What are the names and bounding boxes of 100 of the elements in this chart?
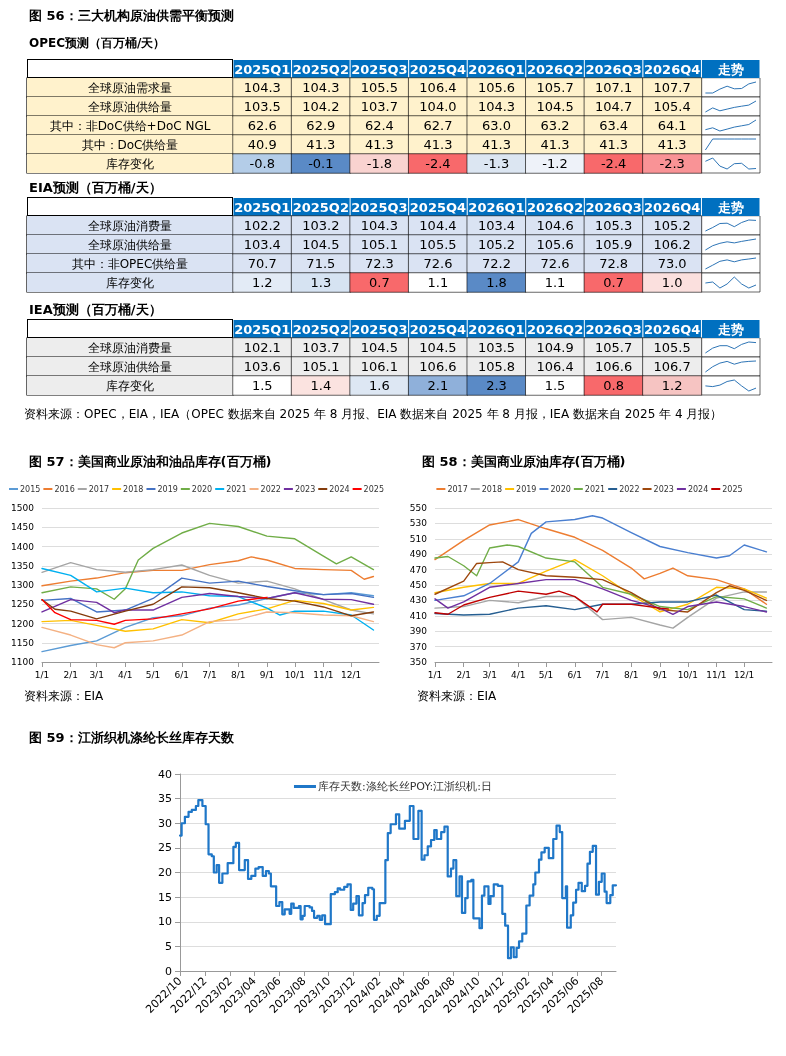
data-label: 71.5 [306,256,336,271]
x-tick-label: 8/1 [624,669,639,680]
line-series [434,578,768,615]
x-tick-label: 2026Q4 [644,321,701,337]
data-label: 0.7 [369,275,390,290]
data-label: 72.8 [599,256,629,271]
x-tick-label: 2025Q2 [292,199,349,215]
text: IEA预测（百万桶/天） [29,302,162,317]
data-label: 41.3 [657,137,687,152]
legend-label: 2017 [88,484,110,494]
y-tick-label: 库存变化 [106,156,154,171]
y-tick-label: 450 [409,580,428,590]
x-tick-label: 走势 [716,321,744,337]
x-tick-label: 2026Q1 [468,61,525,77]
data-label: 105.5 [419,237,457,252]
y-tick-label: 510 [409,533,428,544]
line-series [41,556,375,587]
legend-label: 2021 [584,484,606,494]
data-label: 105.3 [595,218,633,233]
data-label: 102.2 [243,218,281,233]
y-tick-label: 1500 [11,503,35,513]
x-tick-label: 2026Q4 [644,199,701,215]
data-label: 106.6 [419,359,457,374]
line-series [434,594,768,616]
data-label: 40.9 [247,137,277,152]
x-tick-label: 走势 [716,199,744,215]
data-label: 1.8 [486,275,507,290]
y-tick-label: 1450 [11,522,35,533]
data-label: 103.5 [243,99,281,114]
x-tick-label: 2025Q2 [292,61,349,77]
x-tick-label: 2025Q4 [409,321,467,337]
x-tick-label: 1/1 [427,669,443,680]
y-tick-label: 全球原油供给量 [88,359,172,374]
data-label: 107.7 [653,80,691,95]
x-tick-label: 2025Q4 [409,61,467,77]
data-label: 104.3 [477,99,516,114]
text: 资料来源：EIA [24,689,105,703]
data-label: 1.4 [310,378,332,393]
x-tick-label: 2026Q3 [585,199,642,215]
legend-label: 2025 [363,484,384,494]
y-tick-label: 1400 [11,541,35,552]
data-label: 105.2 [477,237,516,252]
y-tick-label: 全球原油供给量 [88,99,172,114]
data-label: 105.8 [477,359,516,374]
legend-label: 2022 [260,484,281,494]
legend-label: 2021 [226,484,247,494]
line-series [41,567,375,631]
data-label: -1.2 [542,156,568,171]
legend-label: 2023 [294,484,316,494]
x-tick-label: 11/1 [313,669,334,680]
data-label: 104.7 [595,99,633,114]
data-label: 104.5 [419,340,457,355]
legend-label: 2019 [157,484,178,494]
data-label: -1.8 [366,156,393,171]
y-tick-label: 全球原油供给量 [88,237,172,252]
data-label: 103.5 [477,340,516,355]
data-label: 72.3 [364,256,394,271]
data-label: 41.3 [306,137,336,152]
y-tick-label: 35 [158,792,172,806]
line-series [41,592,375,614]
x-tick-label: 2/1 [63,669,78,680]
data-label: 104.0 [419,99,457,114]
y-tick-label: 20 [158,866,172,879]
data-label: 2.1 [427,378,449,393]
legend-label: 2023 [653,484,674,494]
x-tick-label: 2025Q1 [234,321,291,337]
y-tick-label: 1150 [11,637,35,648]
data-label: 105.1 [360,237,398,252]
y-tick-label: 530 [409,518,428,529]
data-label: 41.3 [540,137,570,152]
data-label: 41.3 [423,137,453,152]
data-label: 1.1 [544,275,566,290]
data-label: 103.6 [243,359,281,374]
data-label: 103.2 [302,218,340,233]
x-tick-label: 2026Q2 [526,199,584,215]
data-label: 106.2 [653,237,691,252]
data-label: 70.7 [247,256,277,271]
x-tick-label: 2025Q1 [234,199,291,215]
data-label: 72.6 [423,256,453,271]
legend-label: 2022 [619,484,640,494]
x-tick-label: 3/1 [482,669,497,680]
chart-title: 图 57：美国商业原油和油品库存(百万桶) [29,454,272,469]
data-label: 104.9 [536,340,574,355]
data-label: 105.1 [302,359,340,374]
data-label: 104.3 [302,80,340,95]
chart-title: 图 56：三大机构原油供需平衡预测 [29,8,234,23]
y-tick-label: 0 [165,964,172,978]
data-label: 1.3 [310,275,332,290]
data-label: 73.0 [657,256,687,271]
data-label: 104.5 [360,340,398,355]
y-tick-label: 库存变化 [106,275,154,290]
data-label: 105.7 [595,340,633,355]
text: EIA预测（百万桶/天） [29,180,162,195]
data-label: 104.5 [302,237,340,252]
legend-label: 2020 [191,484,213,494]
data-label: 105.6 [536,237,574,252]
x-tick-label: 2025Q3 [351,321,408,337]
line-series [41,561,375,615]
data-label: 64.1 [657,118,687,133]
data-label: 41.3 [599,137,629,152]
